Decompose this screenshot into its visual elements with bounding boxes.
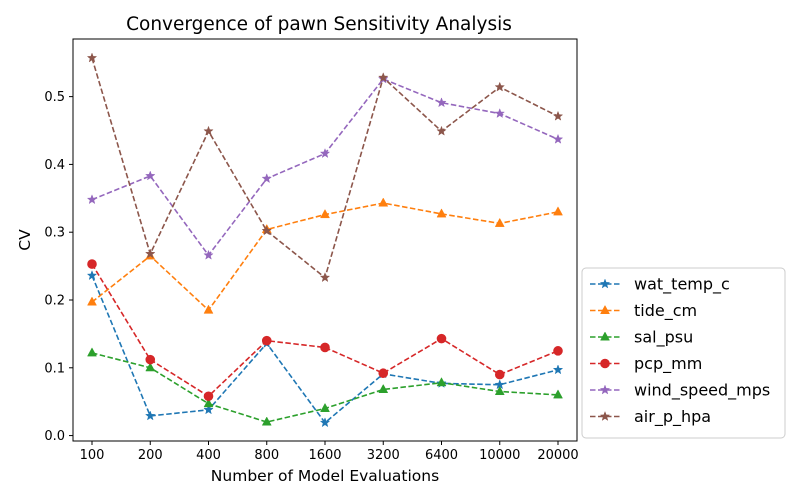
- data-point-sal_psu: [320, 402, 330, 412]
- y-tick-label: 0.1: [44, 361, 65, 376]
- series-air_p_hpa: [86, 52, 564, 283]
- chart-title: Convergence of pawn Sensitivity Analysis: [126, 14, 512, 35]
- series-tide_cm: [87, 197, 563, 314]
- legend-label: air_p_hpa: [634, 407, 711, 427]
- data-point-sal_psu: [494, 385, 505, 396]
- x-tick-label: 20000: [537, 448, 578, 463]
- legend-item-tide_cm: tide_cm: [590, 301, 697, 321]
- data-point-pcp_mm: [378, 368, 389, 379]
- series-line-pcp_mm: [91, 263, 559, 398]
- data-point-wat_temp_c: [86, 270, 98, 281]
- data-point-sal_psu: [261, 416, 272, 426]
- legend-marker: [599, 278, 611, 289]
- data-point-wind_speed_mps: [319, 148, 331, 159]
- data-point-pcp_mm: [494, 369, 505, 380]
- legend-marker: [600, 358, 610, 369]
- plot-frame: [72, 38, 578, 442]
- data-point-wind_speed_mps: [261, 173, 273, 184]
- data-point-air_p_hpa: [552, 110, 564, 121]
- data-point-tide_cm: [203, 304, 214, 314]
- data-point-tide_cm: [494, 217, 505, 227]
- data-point-air_p_hpa: [377, 72, 389, 83]
- data-point-wind_speed_mps: [552, 133, 564, 144]
- x-tick-label: 400: [196, 448, 221, 463]
- y-tick-label: 0.0: [44, 429, 65, 444]
- legend-label: sal_psu: [634, 328, 693, 348]
- legend-marker: [599, 410, 611, 421]
- y-axis-title: CV: [16, 229, 34, 251]
- legend-label: wat_temp_c: [634, 275, 730, 295]
- x-axis-title: Number of Model Evaluations: [211, 467, 439, 485]
- data-point-air_p_hpa: [494, 81, 506, 92]
- legend-box: [581, 267, 786, 439]
- data-point-sal_psu: [145, 362, 156, 372]
- data-point-pcp_mm: [553, 346, 563, 356]
- y-tick-label: 0.2: [44, 293, 65, 308]
- legend-marker: [599, 384, 611, 395]
- series-wind_speed_mps: [86, 73, 564, 260]
- data-point-wind_speed_mps: [494, 108, 506, 119]
- x-tick-label: 3200: [367, 448, 400, 463]
- legend-item-sal_psu: sal_psu: [590, 328, 693, 348]
- data-point-sal_psu: [87, 347, 97, 357]
- legend-item-air_p_hpa: air_p_hpa: [590, 407, 711, 427]
- data-point-sal_psu: [436, 377, 447, 387]
- data-point-wind_speed_mps: [144, 170, 156, 181]
- legend-item-wind_speed_mps: wind_speed_mps: [590, 381, 770, 401]
- x-tick-label: 200: [138, 448, 163, 463]
- data-point-pcp_mm: [145, 354, 156, 365]
- data-point-air_p_hpa: [261, 225, 273, 236]
- x-tick-label: 100: [80, 448, 105, 463]
- legend-marker: [600, 331, 610, 341]
- legend-label: pcp_mm: [634, 354, 702, 374]
- y-tick-label: 0.5: [44, 90, 65, 105]
- legend-item-pcp_mm: pcp_mm: [590, 354, 702, 374]
- x-tick-label: 1600: [308, 448, 341, 463]
- data-point-wat_temp_c: [319, 417, 331, 428]
- data-point-pcp_mm: [203, 391, 214, 402]
- data-point-tide_cm: [87, 296, 97, 306]
- data-point-air_p_hpa: [319, 272, 331, 283]
- data-point-tide_cm: [553, 206, 563, 216]
- legend-marker: [600, 304, 610, 314]
- data-point-pcp_mm: [320, 342, 330, 353]
- data-point-wind_speed_mps: [86, 194, 98, 205]
- data-point-air_p_hpa: [86, 52, 98, 63]
- data-point-wat_temp_c: [552, 364, 564, 375]
- y-tick-label: 0.3: [44, 226, 65, 241]
- data-point-pcp_mm: [87, 259, 97, 269]
- axes-layer: 100 200 400 800 1600 3200 6400 10000 20000 0.0 0.1…: [44, 90, 578, 463]
- data-point-air_p_hpa: [144, 248, 156, 259]
- legend-label: tide_cm: [634, 301, 697, 321]
- data-point-wind_speed_mps: [203, 249, 214, 260]
- series-layer: [86, 52, 564, 428]
- x-tick-label: 800: [254, 448, 279, 463]
- data-point-sal_psu: [203, 398, 214, 408]
- x-tick-label: 10000: [479, 448, 520, 463]
- legend-item-wat_temp_c: wat_temp_c: [590, 275, 730, 295]
- data-point-tide_cm: [378, 197, 389, 207]
- legend-label: wind_speed_mps: [634, 381, 770, 401]
- data-point-tide_cm: [436, 208, 447, 218]
- data-point-wat_temp_c: [144, 410, 156, 421]
- data-point-wind_speed_mps: [436, 97, 447, 108]
- y-tick-label: 0.4: [44, 158, 65, 173]
- legend: wat_temp_c tide_cm sal_psu pcp_mm wind_speed…: [581, 267, 786, 439]
- data-point-air_p_hpa: [436, 125, 447, 136]
- data-point-tide_cm: [320, 209, 330, 219]
- data-point-wat_temp_c: [203, 404, 214, 415]
- x-tick-label: 6400: [425, 448, 458, 463]
- data-point-pcp_mm: [261, 335, 272, 346]
- series-pcp_mm: [87, 259, 563, 402]
- data-point-sal_psu: [553, 389, 563, 399]
- plot-area: [73, 39, 577, 441]
- data-point-air_p_hpa: [203, 125, 214, 136]
- data-point-pcp_mm: [436, 333, 447, 344]
- series-sal_psu: [87, 347, 563, 426]
- data-point-sal_psu: [378, 383, 389, 393]
